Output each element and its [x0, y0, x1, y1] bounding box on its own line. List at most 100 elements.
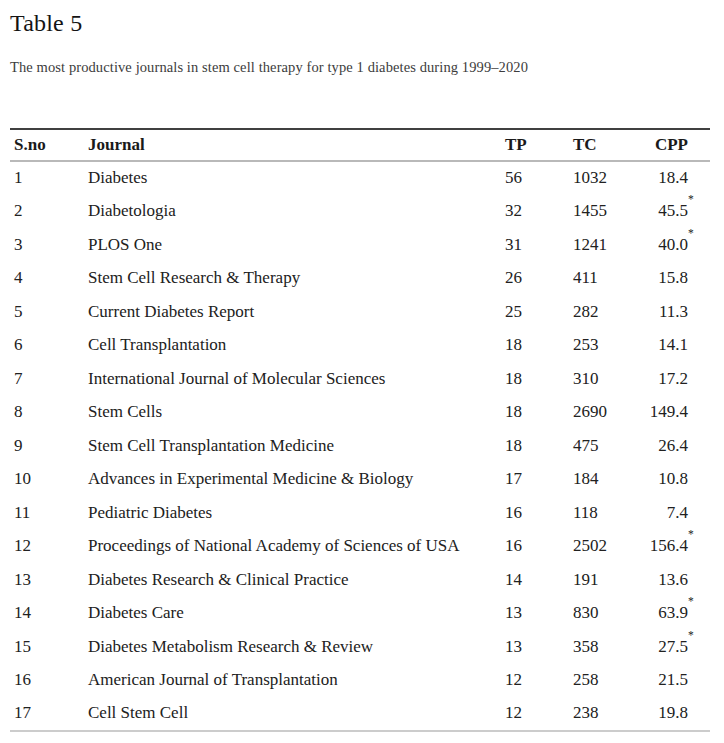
table-row: 9 Stem Cell Transplantation Medicine 18 …: [10, 429, 710, 463]
cell-sno: 2: [10, 195, 84, 229]
table-row: 5 Current Diabetes Report 25 282 11.3: [10, 295, 710, 329]
cell-tc: 830: [569, 597, 639, 631]
table-caption: The most productive journals in stem cel…: [10, 58, 710, 76]
cell-journal: Stem Cell Research & Therapy: [84, 262, 501, 296]
table-row: 7 International Journal of Molecular Sci…: [10, 362, 710, 396]
cell-tc: 411: [569, 262, 639, 296]
asterisk-footnote-marker: *: [688, 228, 694, 239]
cell-cpp: 19.8: [639, 697, 710, 731]
column-header-cpp: CPP: [639, 129, 710, 161]
cell-journal: PLOS One: [84, 228, 501, 262]
cell-sno: 17: [10, 697, 84, 731]
cell-journal: International Journal of Molecular Scien…: [84, 362, 501, 396]
cpp-value: 27.5*: [658, 637, 688, 657]
cell-tc: 2502: [569, 530, 639, 564]
cpp-value: 13.6: [658, 570, 688, 590]
cell-journal: Cell Stem Cell: [84, 697, 501, 731]
cell-journal: Diabetes Metabolism Research & Review: [84, 630, 501, 664]
cell-tp: 31: [501, 228, 569, 262]
table-body: 1 Diabetes 56 1032 18.4 2 Diabetologia 3…: [10, 161, 710, 731]
cell-tc: 118: [569, 496, 639, 530]
cell-tc: 1241: [569, 228, 639, 262]
cell-journal: Proceedings of National Academy of Scien…: [84, 530, 501, 564]
cell-tp: 14: [501, 563, 569, 597]
cell-cpp: 14.1: [639, 329, 710, 363]
cell-journal: Stem Cells: [84, 396, 501, 430]
cpp-value: 17.2: [658, 369, 688, 389]
cpp-value: 26.4: [658, 436, 688, 456]
cell-tc: 1455: [569, 195, 639, 229]
table-row: 1 Diabetes 56 1032 18.4: [10, 161, 710, 195]
cell-journal: Diabetes Research & Clinical Practice: [84, 563, 501, 597]
paper-table-section: Table 5 The most productive journals in …: [0, 0, 724, 732]
cell-sno: 13: [10, 563, 84, 597]
table-row: 16 American Journal of Transplantation 1…: [10, 664, 710, 698]
cell-journal: Diabetologia: [84, 195, 501, 229]
cpp-value: 45.5*: [658, 201, 688, 221]
asterisk-footnote-marker: *: [688, 630, 694, 641]
cell-cpp: 18.4: [639, 161, 710, 195]
table-row: 17 Cell Stem Cell 12 238 19.8: [10, 697, 710, 731]
cell-cpp: 45.5*: [639, 195, 710, 229]
cell-cpp: 10.8: [639, 463, 710, 497]
column-header-tp: TP: [501, 129, 569, 161]
cell-sno: 10: [10, 463, 84, 497]
cell-tc: 475: [569, 429, 639, 463]
table-row: 12 Proceedings of National Academy of Sc…: [10, 530, 710, 564]
productive-journals-table: S.no Journal TP TC CPP 1 Diabetes 56 103…: [10, 128, 710, 732]
cpp-value: 156.4*: [650, 536, 688, 556]
cell-sno: 5: [10, 295, 84, 329]
cell-sno: 8: [10, 396, 84, 430]
cell-tc: 358: [569, 630, 639, 664]
cpp-value: 40.0*: [658, 235, 688, 255]
asterisk-footnote-marker: *: [688, 597, 694, 608]
cell-sno: 15: [10, 630, 84, 664]
cell-tp: 17: [501, 463, 569, 497]
cell-journal: Advances in Experimental Medicine & Biol…: [84, 463, 501, 497]
table-row: 14 Diabetes Care 13 830 63.9*: [10, 597, 710, 631]
table-row: 2 Diabetologia 32 1455 45.5*: [10, 195, 710, 229]
cell-sno: 1: [10, 161, 84, 195]
cell-journal: Pediatric Diabetes: [84, 496, 501, 530]
cell-tp: 26: [501, 262, 569, 296]
cell-journal: American Journal of Transplantation: [84, 664, 501, 698]
cell-cpp: 40.0*: [639, 228, 710, 262]
cpp-value: 14.1: [658, 335, 688, 355]
cell-cpp: 7.4: [639, 496, 710, 530]
table-row: 10 Advances in Experimental Medicine & B…: [10, 463, 710, 497]
asterisk-footnote-marker: *: [688, 530, 694, 541]
cpp-value: 19.8: [658, 703, 688, 723]
cell-cpp: 21.5: [639, 664, 710, 698]
cell-cpp: 11.3: [639, 295, 710, 329]
table-row: 11 Pediatric Diabetes 16 118 7.4: [10, 496, 710, 530]
cell-cpp: 15.8: [639, 262, 710, 296]
cell-cpp: 27.5*: [639, 630, 710, 664]
cell-tp: 16: [501, 496, 569, 530]
cell-journal: Diabetes Care: [84, 597, 501, 631]
cell-cpp: 63.9*: [639, 597, 710, 631]
cell-tp: 32: [501, 195, 569, 229]
cpp-value: 11.3: [659, 302, 688, 322]
cell-tp: 56: [501, 161, 569, 195]
cell-tc: 282: [569, 295, 639, 329]
cpp-value: 7.4: [667, 503, 688, 523]
cell-tc: 191: [569, 563, 639, 597]
table-row: 4 Stem Cell Research & Therapy 26 411 15…: [10, 262, 710, 296]
cell-tp: 16: [501, 530, 569, 564]
cell-journal: Current Diabetes Report: [84, 295, 501, 329]
cell-tc: 253: [569, 329, 639, 363]
cell-tp: 18: [501, 362, 569, 396]
cell-journal: Stem Cell Transplantation Medicine: [84, 429, 501, 463]
cell-sno: 4: [10, 262, 84, 296]
cell-tc: 310: [569, 362, 639, 396]
cell-tc: 184: [569, 463, 639, 497]
cell-tp: 12: [501, 697, 569, 731]
cell-tp: 18: [501, 429, 569, 463]
column-header-journal: Journal: [84, 129, 501, 161]
cell-sno: 11: [10, 496, 84, 530]
cell-tp: 18: [501, 396, 569, 430]
table-row: 13 Diabetes Research & Clinical Practice…: [10, 563, 710, 597]
cell-tc: 238: [569, 697, 639, 731]
cell-tc: 258: [569, 664, 639, 698]
cpp-value: 18.4: [658, 168, 688, 188]
